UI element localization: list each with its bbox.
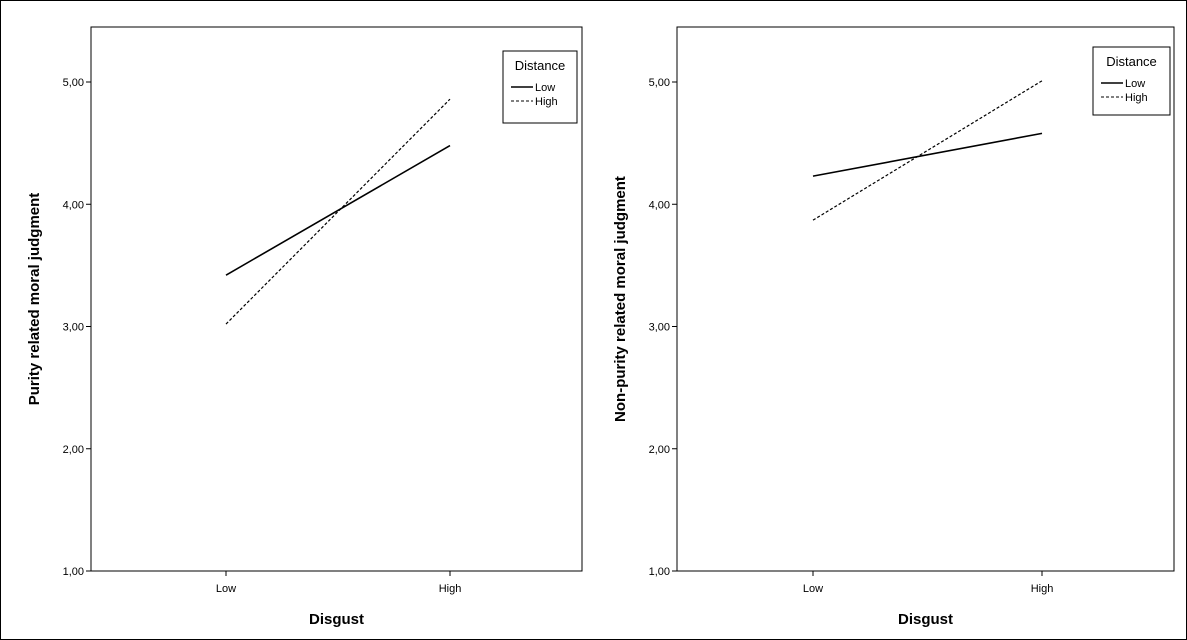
chart-panel-1: 1,00 2,00 3,00 4,00 5,00 Low High Disgust Purity… <box>26 26 583 628</box>
y-tick-label: 4,00 <box>649 199 670 211</box>
y-tick-label: 5,00 <box>649 77 670 89</box>
chart-panel-2: 1,00 2,00 3,00 4,00 5,00 Low High Disgust Non-pu… <box>612 26 1175 628</box>
y-tick-label: 4,00 <box>63 199 84 211</box>
x-tick-label: Low <box>216 583 236 595</box>
series-line-high <box>225 98 451 325</box>
legend: Distance Low High <box>1092 46 1171 116</box>
legend-label-high: High <box>1125 92 1148 104</box>
legend-title: Distance <box>515 58 566 73</box>
legend-title: Distance <box>1106 54 1157 69</box>
plot-frame <box>676 26 1175 572</box>
x-tick-label: High <box>439 583 462 595</box>
y-axis-title: Non-purity related moral judgment <box>612 176 629 422</box>
legend-box <box>1092 46 1171 116</box>
x-axis-title: Disgust <box>309 611 364 628</box>
y-tick-label: 1,00 <box>63 566 84 578</box>
plot-frame <box>90 26 583 572</box>
y-tick-label: 2,00 <box>63 444 84 456</box>
y-tick-label: 5,00 <box>63 77 84 89</box>
y-tick-label: 3,00 <box>63 322 84 334</box>
series-line-low <box>812 132 1043 177</box>
x-tick-label: Low <box>803 583 823 595</box>
x-axis-title: Disgust <box>898 611 953 628</box>
y-tick-label: 1,00 <box>649 566 670 578</box>
y-tick-label: 3,00 <box>649 322 670 334</box>
legend-label-low: Low <box>1125 78 1145 90</box>
x-tick-label: High <box>1031 583 1054 595</box>
y-tick-label: 2,00 <box>649 444 670 456</box>
legend-label-high: High <box>535 96 558 108</box>
legend: Distance Low High <box>502 50 578 124</box>
y-axis-title: Purity related moral judgment <box>26 193 43 406</box>
series-line-high <box>812 80 1043 221</box>
series-line-low <box>225 144 451 276</box>
legend-label-low: Low <box>535 82 555 94</box>
